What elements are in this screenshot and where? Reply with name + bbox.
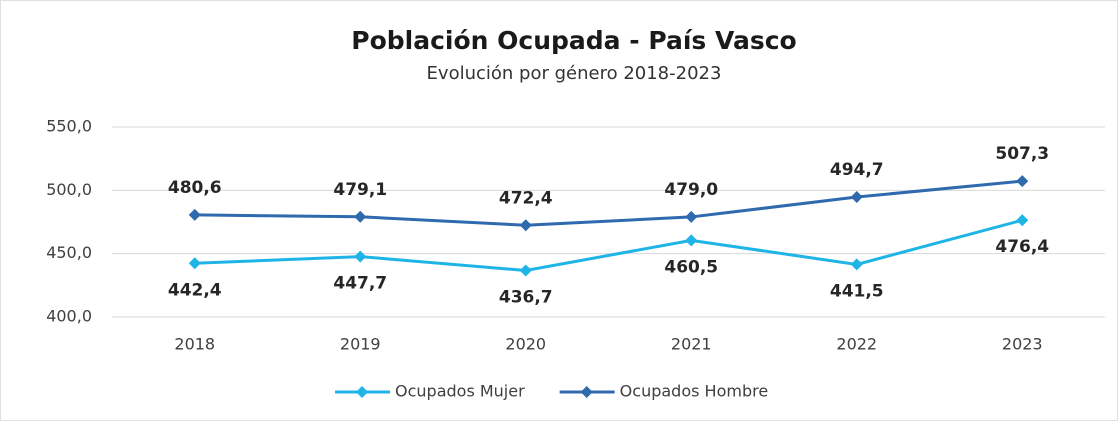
marker xyxy=(354,250,367,263)
data-label: 479,0 xyxy=(664,180,718,200)
data-label: 494,7 xyxy=(830,160,884,180)
x-tick-label: 2019 xyxy=(340,335,381,354)
marker xyxy=(188,257,201,270)
legend-label: Ocupados Mujer xyxy=(395,382,525,401)
data-label: 507,3 xyxy=(995,144,1049,164)
marker xyxy=(1016,175,1029,188)
data-label: 441,5 xyxy=(830,281,884,301)
series-line xyxy=(194,179,1023,227)
x-tick-label: 2022 xyxy=(836,335,877,354)
y-tick-label: 500,0 xyxy=(46,180,92,199)
data-label: 472,4 xyxy=(499,188,553,208)
chart-title: Población Ocupada - País Vasco xyxy=(351,26,796,55)
y-tick-label: 450,0 xyxy=(46,243,92,262)
data-label: 447,7 xyxy=(333,274,387,294)
marker xyxy=(850,191,863,204)
marker xyxy=(685,210,698,223)
legend-label: Ocupados Hombre xyxy=(620,382,769,401)
y-tick-label: 550,0 xyxy=(46,117,92,136)
legend-marker xyxy=(580,386,593,398)
data-label: 436,7 xyxy=(499,288,553,308)
data-label: 480,6 xyxy=(168,178,222,198)
chart-subtitle: Evolución por género 2018-2023 xyxy=(427,63,722,84)
marker xyxy=(850,258,863,271)
data-label: 479,1 xyxy=(333,180,387,200)
x-tick-label: 2023 xyxy=(1002,335,1043,354)
marker xyxy=(685,234,698,247)
marker xyxy=(519,219,532,232)
series-line xyxy=(194,218,1023,273)
x-tick-label: 2018 xyxy=(174,335,215,354)
marker xyxy=(1016,214,1029,227)
marker xyxy=(519,264,532,277)
data-label: 476,4 xyxy=(995,237,1049,257)
data-label: 460,5 xyxy=(664,257,718,277)
y-tick-label: 400,0 xyxy=(46,307,92,326)
x-tick-label: 2020 xyxy=(505,335,546,354)
data-label: 442,4 xyxy=(168,280,222,300)
marker xyxy=(188,208,201,221)
x-tick-label: 2021 xyxy=(671,335,712,354)
marker xyxy=(354,210,367,223)
legend-marker xyxy=(356,386,368,398)
